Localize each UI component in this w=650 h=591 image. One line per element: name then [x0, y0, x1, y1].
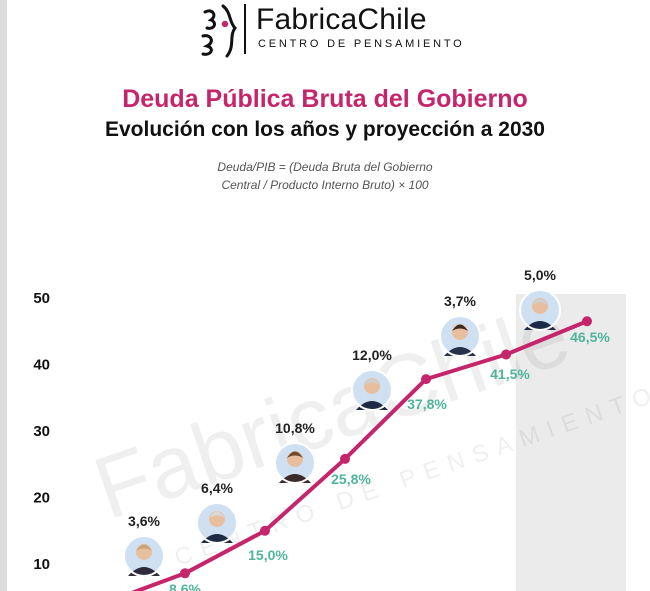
data-labels: 3,6% 6,4% 10,8% 12,0% 3,7% 5,0% 8,6% 15,0% 25,8%… [128, 267, 610, 591]
portrait-hair [209, 511, 225, 518]
value-label: 15,0% [248, 547, 288, 563]
president-portrait-icon [123, 535, 165, 577]
left-edge-strip [0, 0, 7, 591]
president-portrait-icon [439, 315, 481, 357]
data-point [582, 316, 592, 327]
portrait-hair [287, 451, 303, 458]
data-point [421, 374, 431, 385]
portrait-hair [532, 298, 548, 305]
increase-label: 3,7% [444, 293, 476, 309]
portrait-ring [351, 369, 393, 411]
president-portrait-icon [196, 502, 238, 544]
fabricachile-logo-icon [201, 4, 237, 58]
portrait-ring [439, 315, 481, 357]
portrait-ring [519, 289, 561, 331]
y-tick-label: 10 [33, 556, 50, 573]
value-label: 41,5% [490, 366, 530, 382]
portrait-hair [136, 544, 152, 551]
increase-label: 12,0% [352, 347, 392, 363]
portrait-ring [196, 502, 238, 544]
chart-title: Deuda Pública Bruta del Gobierno [122, 85, 528, 113]
value-label: 25,8% [331, 471, 371, 487]
increase-label: 3,6% [128, 513, 160, 529]
y-tick-label: 30 [33, 423, 50, 440]
portrait-ring [274, 442, 316, 484]
value-label: 37,8% [407, 396, 447, 412]
data-point [340, 453, 350, 464]
formula-line-2: Central / Producto Interno Bruto) × 100 [221, 178, 429, 192]
series-points [180, 316, 592, 579]
chart-subtitle: Evolución con los años y proyección a 20… [105, 118, 545, 141]
data-point [260, 525, 270, 536]
brand-name: FabricaChile [256, 3, 427, 36]
portraits [123, 289, 561, 577]
president-portrait-icon [274, 442, 316, 484]
logo-divider [244, 4, 246, 54]
portrait-hair [452, 324, 468, 331]
brand-tagline: CENTRO DE PENSAMIENTO [258, 38, 465, 50]
value-label: 46,5% [570, 329, 610, 345]
data-point [180, 568, 190, 579]
increase-label: 10,8% [275, 420, 315, 436]
brand-header: FabricaChile CENTRO DE PENSAMIENTO [0, 0, 650, 72]
y-tick-label: 20 [33, 490, 50, 507]
portrait-ring [123, 535, 165, 577]
y-tick-label: 40 [33, 357, 50, 374]
data-point [501, 349, 511, 360]
formula-line-1: Deuda/PIB = (Deuda Bruta del Gobierno [217, 160, 433, 174]
formula-note: Deuda/PIB = (Deuda Bruta del Gobierno Ce… [160, 158, 490, 194]
y-tick-label: 50 [33, 290, 50, 307]
y-axis: 10 20 30 40 50 [33, 290, 50, 573]
value-label: 8,6% [169, 581, 201, 591]
increase-label: 5,0% [524, 267, 556, 283]
portrait-hair [364, 378, 380, 385]
president-portrait-icon [519, 289, 561, 331]
president-portrait-icon [351, 369, 393, 411]
increase-label: 6,4% [201, 480, 233, 496]
